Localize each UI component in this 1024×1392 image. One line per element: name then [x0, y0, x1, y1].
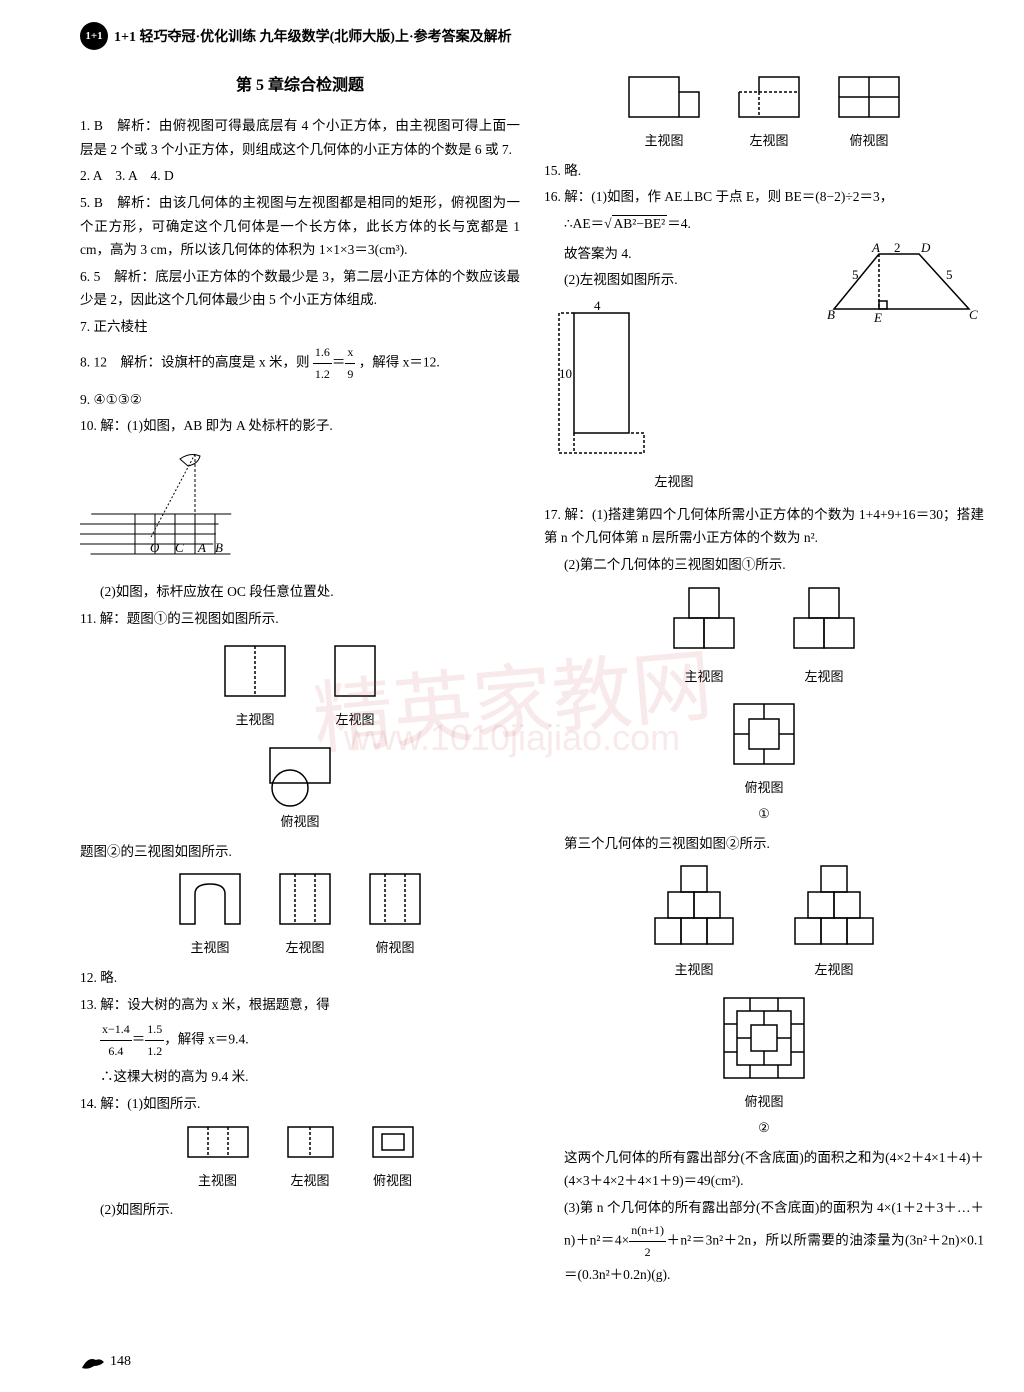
right-column: 主视图 左视图 俯 [544, 66, 984, 1289]
q6: 6. 5 解析：底层小正方体的个数最少是 3，第二层小正方体的个数应该最少是 2… [80, 265, 520, 312]
q11: 11. 解：题图①的三视图如图所示. [80, 607, 520, 631]
page-number: 148 [80, 1352, 131, 1372]
q11-figure1: 主视图 左视图 [80, 636, 520, 732]
q13: 13. 解：设大树的高为 x 米，根据题意，得 [80, 993, 520, 1017]
q17d: 这两个几何体的所有露出部分(不含底面)的面积之和为(4×2＋4×1＋4)＋(4×… [544, 1146, 984, 1193]
q10: 10. 解：(1)如图，AB 即为 A 处标杆的影子. [80, 414, 520, 438]
q15: 15. 略. [544, 159, 984, 183]
svg-text:2: 2 [894, 240, 901, 255]
q14-2: (2)如图所示. [80, 1198, 520, 1222]
q10-2: (2)如图，标杆应放在 OC 段任意位置处. [80, 580, 520, 604]
q14: 14. 解：(1)如图所示. [80, 1092, 520, 1116]
svg-text:5: 5 [946, 267, 953, 282]
q17e: (3)第 n 个几何体的所有露出部分(不含底面)的面积为 4×(1＋2＋3＋…＋… [544, 1196, 984, 1286]
q16b: ∴AE＝√AB²−BE²＝4. [544, 212, 984, 236]
fig-label-front: 主视图 [235, 709, 274, 732]
svg-text:A: A [197, 540, 206, 555]
q16e: (2)左视图如图所示. [544, 268, 804, 292]
q17-figure2: 主视图 左视图 [544, 861, 984, 982]
q17c: 第三个几何体的三视图如图②所示. [544, 832, 984, 856]
q16-trapezoid: A 2 D 5 5 B E C [824, 239, 984, 329]
left-column: 第 5 章综合检测题 1. B 解析：由俯视图可得最底层有 4 个小正方体，由主… [80, 66, 520, 1289]
q1: 1. B 解析：由俯视图可得最底层有 4 个小正方体，由主视图可得上面一层是 2… [80, 114, 520, 161]
svg-text:D: D [920, 240, 931, 255]
q7: 7. 正六棱柱 [80, 315, 520, 339]
svg-text:10: 10 [559, 366, 572, 381]
q17-figure1: 主视图 左视图 [544, 583, 984, 689]
circled-2: ② [544, 1117, 984, 1140]
q11-figure2: 主视图 左视图 俯视图 [80, 869, 520, 960]
q9: 9. ④①③② [80, 388, 520, 412]
svg-text:C: C [175, 540, 184, 555]
q2-4: 2. A 3. A 4. D [80, 164, 520, 188]
q16d: 故答案为 4. [544, 242, 804, 266]
svg-text:O: O [150, 540, 160, 555]
chapter-title: 第 5 章综合检测题 [80, 72, 520, 100]
q12: 12. 略. [80, 966, 520, 990]
q17-figure1-top: 俯视图 ① [544, 694, 984, 826]
q8: 8. 12 解析：设旗杆的高度是 x 米，则 1.61.2＝x9 ，解得 x＝1… [80, 342, 520, 385]
svg-text:E: E [873, 310, 882, 325]
q16-leftview: 4 10 左视图 [544, 298, 804, 494]
q13-eq: x−1.46.4＝1.51.2，解得 x＝9.4. [80, 1019, 520, 1062]
fig-label-left: 左视图 [335, 709, 374, 732]
svg-text:B: B [215, 540, 223, 555]
header-logo: 1+1 [80, 22, 108, 50]
svg-text:A: A [871, 240, 880, 255]
q14-figure2: 主视图 左视图 俯 [544, 72, 984, 153]
svg-text:C: C [969, 307, 978, 322]
svg-text:5: 5 [852, 267, 859, 282]
svg-text:B: B [827, 307, 835, 322]
q5: 5. B 解析：由该几何体的主视图与左视图都是相同的矩形，俯视图为一个正方形，可… [80, 191, 520, 262]
page-header: 1+1 1+1 轻巧夺冠·优化训练 九年级数学(北师大版)上·参考答案及解析 [80, 20, 984, 52]
q14-figure: 主视图 左视图 俯视图 [80, 1122, 520, 1193]
header-text: 1+1 轻巧夺冠·优化训练 九年级数学(北师大版)上·参考答案及解析 [114, 26, 512, 46]
q11-figure1-top: 俯视图 [80, 738, 520, 834]
circled-1: ① [544, 803, 984, 826]
q16: 16. 解：(1)如图，作 AE⊥BC 于点 E，则 BE＝(8−2)÷2＝3， [544, 185, 984, 209]
q17: 17. 解：(1)搭建第四个几何体所需小正方体的个数为 1+4+9+16＝30；… [544, 503, 984, 550]
q10-figure: O C A B [80, 444, 520, 574]
fig-label-top: 俯视图 [280, 811, 319, 834]
q17b: (2)第二个几何体的三视图如图①所示. [544, 553, 984, 577]
svg-text:4: 4 [594, 298, 601, 313]
q17-figure2-top: 俯视图 ② [544, 988, 984, 1140]
q11-2: 题图②的三视图如图所示. [80, 840, 520, 864]
q13c: ∴这棵大树的高为 9.4 米. [80, 1065, 520, 1089]
page-bird-icon [80, 1352, 106, 1372]
